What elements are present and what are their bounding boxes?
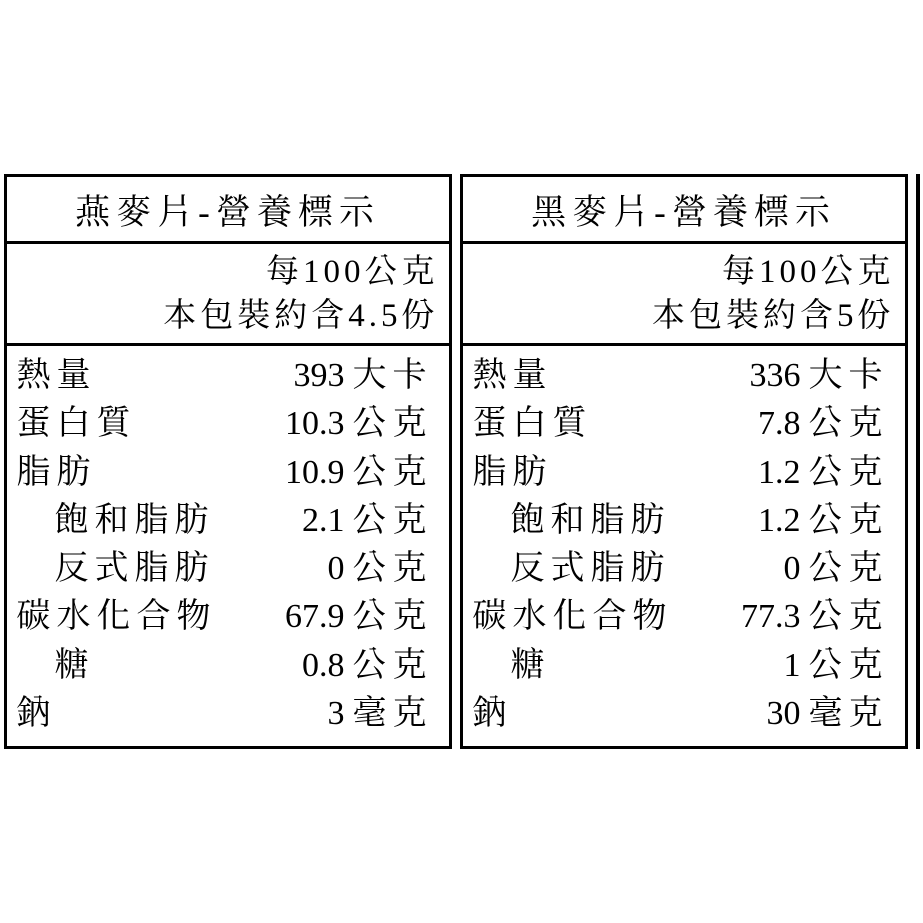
nutrient-name: 蛋白質 (17, 400, 227, 448)
per-100g: 每100公克 (7, 250, 439, 295)
nutrient-unit: 公克 (809, 497, 897, 545)
row-trans-fat: 反式脂肪 0 公克 (473, 545, 897, 593)
panel-rye: 黑麥片-營養標示 每100公克 本包裝約含5份 熱量 336 大卡 蛋白質 7.… (460, 174, 908, 749)
nutrient-unit: 毫克 (353, 690, 441, 738)
nutrient-unit: 公克 (353, 642, 441, 690)
row-sugar: 糖 1 公克 (473, 642, 897, 690)
nutrient-name: 糖 (17, 642, 227, 690)
row-saturated-fat: 飽和脂肪 1.2 公克 (473, 497, 897, 545)
row-fat: 脂肪 1.2 公克 (473, 449, 897, 497)
nutrient-unit: 毫克 (809, 690, 897, 738)
servings-per-pack: 本包裝約含5份 (463, 294, 895, 339)
row-saturated-fat: 飽和脂肪 2.1 公克 (17, 497, 441, 545)
nutrient-unit: 大卡 (353, 352, 441, 400)
nutrient-value: 1.2 (691, 497, 801, 545)
row-sodium: 鈉 3 毫克 (17, 690, 441, 738)
nutrient-value: 7.8 (691, 400, 801, 448)
row-fat: 脂肪 10.9 公克 (17, 449, 441, 497)
nutrient-name: 鈉 (473, 690, 683, 738)
nutrient-name: 飽和脂肪 (473, 497, 683, 545)
nutrient-name: 碳水化合物 (473, 593, 683, 641)
nutrient-name: 糖 (473, 642, 683, 690)
panel-title: 黑麥片-營養標示 (463, 177, 905, 244)
nutrient-value: 77.3 (691, 593, 801, 641)
panel-subheader: 每100公克 本包裝約含5份 (463, 244, 905, 346)
nutrition-rows: 熱量 393 大卡 蛋白質 10.3 公克 脂肪 10.9 公克 飽和脂肪 2.… (7, 346, 449, 746)
nutrient-value: 1.2 (691, 449, 801, 497)
nutrient-name: 碳水化合物 (17, 593, 227, 641)
nutrient-unit: 公克 (809, 449, 897, 497)
nutrient-value: 67.9 (235, 593, 345, 641)
nutrient-name: 鈉 (17, 690, 227, 738)
nutrient-unit: 公克 (353, 449, 441, 497)
nutrient-name: 蛋白質 (473, 400, 683, 448)
nutrient-unit: 公克 (353, 593, 441, 641)
nutrient-unit: 公克 (809, 593, 897, 641)
panel-title: 燕麥片-營養標示 (7, 177, 449, 244)
nutrient-unit: 公克 (809, 400, 897, 448)
nutrition-panels: 燕麥片-營養標示 每100公克 本包裝約含4.5份 熱量 393 大卡 蛋白質 … (0, 174, 923, 749)
row-sugar: 糖 0.8 公克 (17, 642, 441, 690)
nutrient-name: 反式脂肪 (473, 545, 683, 593)
nutrient-name: 脂肪 (473, 449, 683, 497)
nutrient-value: 1 (691, 642, 801, 690)
nutrient-value: 0 (691, 545, 801, 593)
panel-subheader: 每100公克 本包裝約含4.5份 (7, 244, 449, 346)
panel-oat: 燕麥片-營養標示 每100公克 本包裝約含4.5份 熱量 393 大卡 蛋白質 … (4, 174, 452, 749)
row-trans-fat: 反式脂肪 0 公克 (17, 545, 441, 593)
nutrient-unit: 公克 (353, 497, 441, 545)
nutrient-name: 飽和脂肪 (17, 497, 227, 545)
nutrient-unit: 公克 (353, 545, 441, 593)
row-calories: 熱量 336 大卡 (473, 352, 897, 400)
per-100g: 每100公克 (463, 250, 895, 295)
nutrient-value: 10.9 (235, 449, 345, 497)
nutrient-value: 3 (235, 690, 345, 738)
nutrient-value: 2.1 (235, 497, 345, 545)
nutrient-unit: 公克 (809, 545, 897, 593)
nutrient-name: 脂肪 (17, 449, 227, 497)
row-protein: 蛋白質 7.8 公克 (473, 400, 897, 448)
nutrient-unit: 公克 (353, 400, 441, 448)
row-carbs: 碳水化合物 67.9 公克 (17, 593, 441, 641)
nutrient-value: 10.3 (235, 400, 345, 448)
nutrient-value: 30 (691, 690, 801, 738)
row-sodium: 鈉 30 毫克 (473, 690, 897, 738)
right-partial-border (916, 174, 920, 749)
nutrient-unit: 大卡 (809, 352, 897, 400)
nutrient-name: 反式脂肪 (17, 545, 227, 593)
row-protein: 蛋白質 10.3 公克 (17, 400, 441, 448)
nutrient-value: 0.8 (235, 642, 345, 690)
nutrient-name: 熱量 (17, 352, 227, 400)
nutrient-value: 336 (691, 352, 801, 400)
nutrient-unit: 公克 (809, 642, 897, 690)
servings-per-pack: 本包裝約含4.5份 (7, 294, 439, 339)
nutrient-name: 熱量 (473, 352, 683, 400)
row-carbs: 碳水化合物 77.3 公克 (473, 593, 897, 641)
nutrient-value: 0 (235, 545, 345, 593)
nutrition-rows: 熱量 336 大卡 蛋白質 7.8 公克 脂肪 1.2 公克 飽和脂肪 1.2 … (463, 346, 905, 746)
row-calories: 熱量 393 大卡 (17, 352, 441, 400)
nutrient-value: 393 (235, 352, 345, 400)
